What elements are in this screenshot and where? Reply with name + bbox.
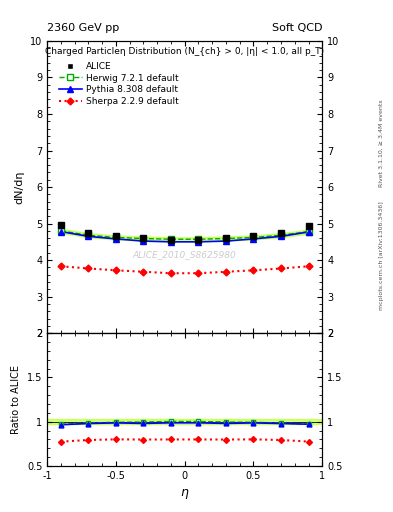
Text: mcplots.cern.ch [arXiv:1306.3436]: mcplots.cern.ch [arXiv:1306.3436] bbox=[379, 202, 384, 310]
Text: 2360 GeV pp: 2360 GeV pp bbox=[47, 23, 119, 33]
Text: Soft QCD: Soft QCD bbox=[272, 23, 322, 33]
Text: ALICE_2010_S8625980: ALICE_2010_S8625980 bbox=[133, 250, 237, 259]
X-axis label: η: η bbox=[181, 486, 189, 499]
Legend: ALICE, Herwig 7.2.1 default, Pythia 8.308 default, Sherpa 2.2.9 default: ALICE, Herwig 7.2.1 default, Pythia 8.30… bbox=[57, 60, 181, 108]
Text: Charged Particleη Distribution (N_{ch} > 0, |η| < 1.0, all p_T): Charged Particleη Distribution (N_{ch} >… bbox=[45, 47, 324, 56]
Text: Rivet 3.1.10, ≥ 3.4M events: Rivet 3.1.10, ≥ 3.4M events bbox=[379, 99, 384, 187]
Y-axis label: dN/dη: dN/dη bbox=[15, 170, 24, 204]
Y-axis label: Ratio to ALICE: Ratio to ALICE bbox=[11, 365, 21, 434]
